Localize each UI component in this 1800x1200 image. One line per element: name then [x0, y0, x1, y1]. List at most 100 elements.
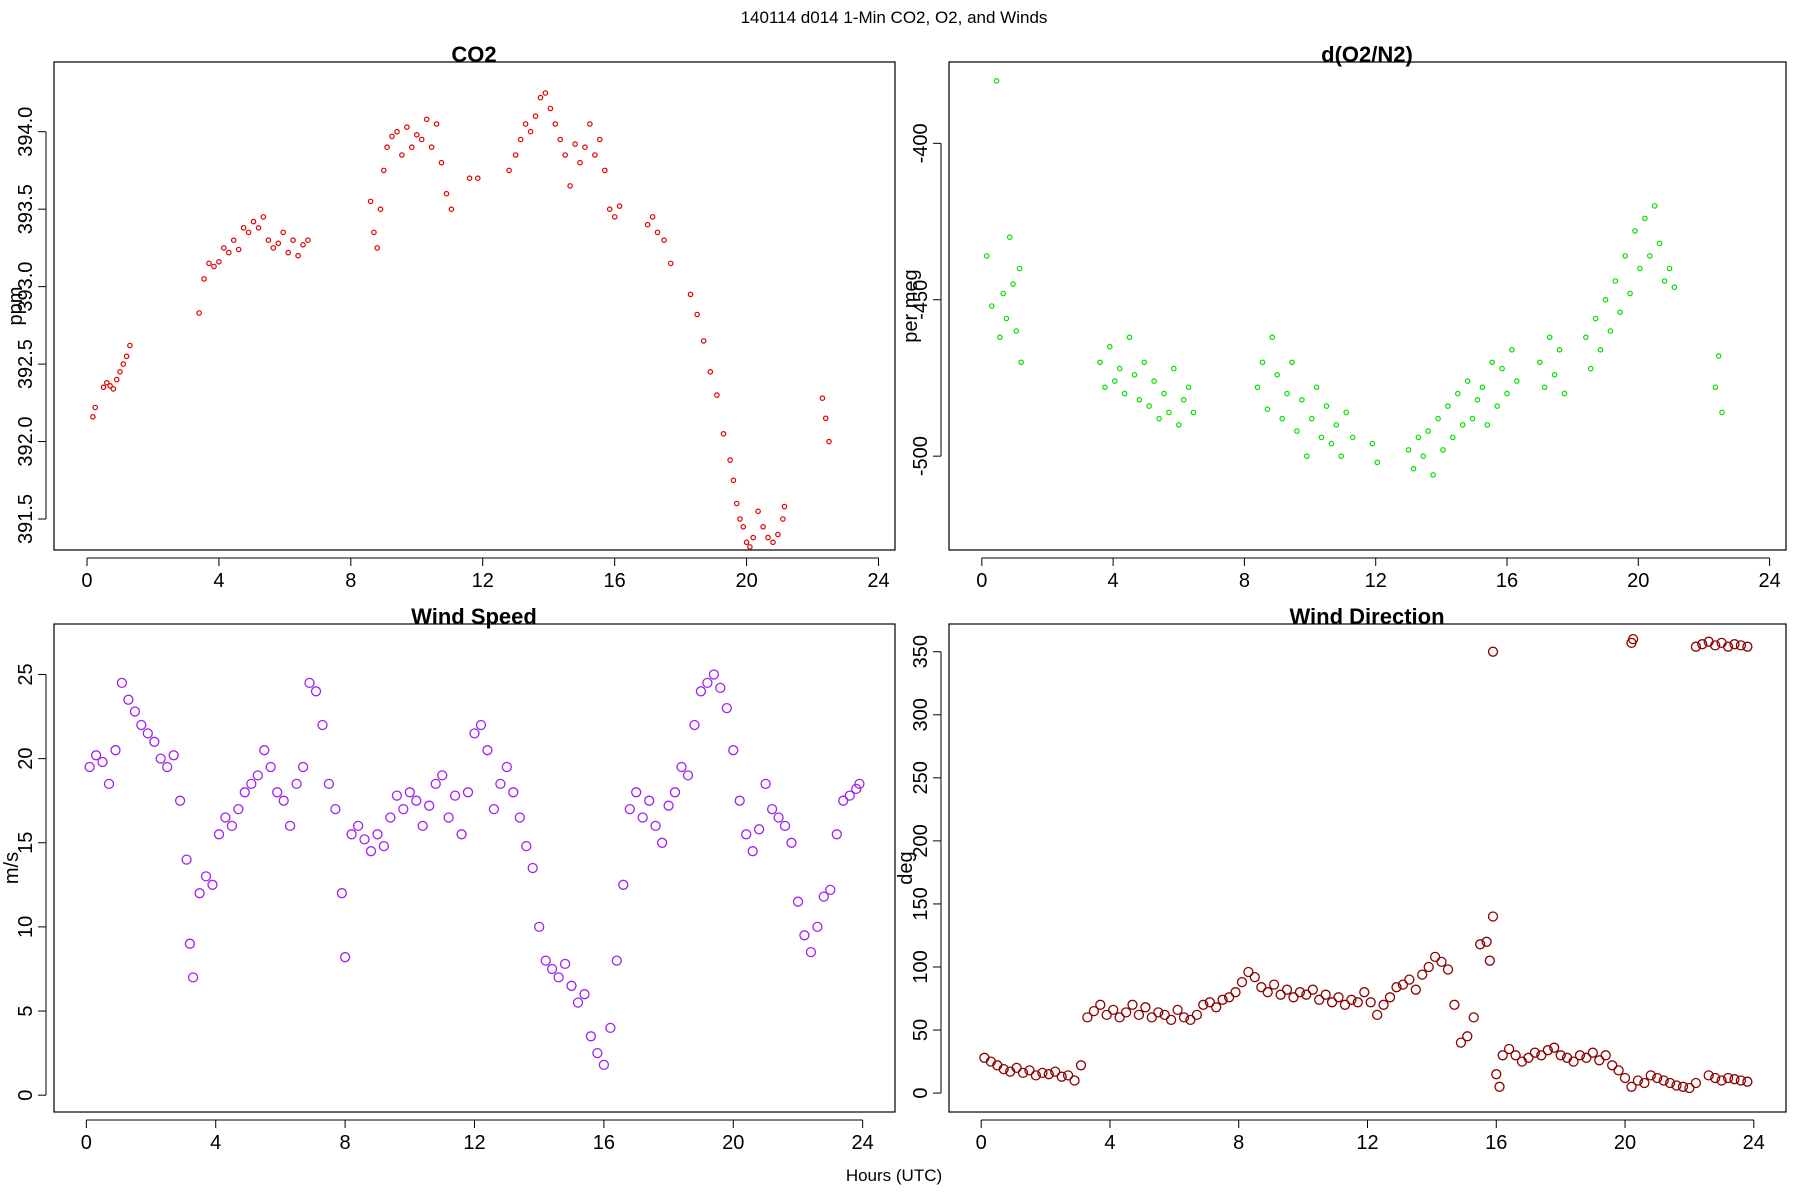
data-point-o2	[1464, 378, 1471, 384]
x-tick-label-wind-speed: 24	[852, 1132, 874, 1154]
data-point-co2	[537, 94, 544, 101]
data-point-wind-speed	[495, 778, 506, 790]
data-point-o2	[1328, 440, 1335, 447]
x-tick-label-wind-direction: 24	[1743, 1132, 1765, 1154]
data-point-wind-direction	[1529, 1047, 1541, 1058]
data-point-wind-direction	[1594, 1055, 1605, 1066]
data-point-wind-direction	[1417, 969, 1428, 980]
data-point-o2	[1415, 434, 1422, 441]
data-point-wind-speed	[766, 803, 778, 815]
data-point-co2	[616, 203, 623, 209]
data-point-o2	[1592, 315, 1599, 322]
data-point-o2	[1671, 284, 1678, 291]
data-point-wind-direction	[1159, 1009, 1170, 1021]
data-point-co2	[714, 392, 720, 398]
data-point-o2	[1097, 359, 1103, 366]
data-point-co2	[826, 438, 832, 445]
data-point-wind-speed	[773, 812, 784, 823]
x-tick-label-co2: 4	[213, 570, 224, 592]
data-point-o2	[1647, 253, 1653, 259]
data-point-o2	[1343, 409, 1350, 416]
data-point-o2	[1504, 390, 1510, 397]
data-point-co2	[255, 225, 262, 231]
data-point-wind-direction	[1301, 989, 1312, 1000]
data-point-o2	[1136, 396, 1143, 403]
data-point-wind-direction	[1600, 1050, 1611, 1061]
data-point-o2	[1537, 359, 1543, 366]
data-point-o2	[1264, 406, 1271, 413]
data-point-wind-direction	[1607, 1060, 1618, 1071]
data-point-co2	[226, 249, 232, 256]
data-point-o2	[1715, 353, 1722, 359]
data-point-co2	[770, 539, 776, 546]
data-point-o2	[1112, 378, 1118, 384]
data-point-wind-speed	[365, 846, 377, 857]
data-point-o2	[1656, 240, 1663, 247]
data-point-o2	[1121, 390, 1128, 397]
data-point-co2	[765, 534, 771, 541]
data-point-o2	[1617, 309, 1624, 316]
data-point-o2	[1151, 378, 1157, 384]
data-point-co2	[433, 121, 440, 127]
data-point-wind-direction	[1320, 989, 1331, 1000]
data-point-wind-speed	[103, 778, 115, 790]
data-point-wind-speed	[521, 840, 532, 852]
data-point-wind-direction	[1037, 1067, 1048, 1079]
data-point-co2	[408, 144, 415, 151]
data-point-co2	[428, 144, 435, 151]
data-point-wind-speed	[721, 702, 732, 714]
y-tick-label-o2: -500	[910, 436, 932, 476]
data-point-wind-speed	[592, 1047, 603, 1059]
data-point-wind-direction	[1397, 979, 1409, 990]
data-point-wind-speed	[194, 888, 205, 899]
data-point-wind-direction	[1574, 1050, 1586, 1061]
data-point-o2	[1349, 434, 1356, 441]
data-point-wind-direction	[1555, 1050, 1566, 1061]
data-point-wind-speed	[136, 719, 147, 731]
data-point-wind-direction	[1722, 641, 1734, 652]
data-point-wind-speed	[359, 834, 370, 845]
data-point-co2	[211, 263, 217, 270]
data-point-wind-direction	[1352, 997, 1363, 1008]
data-point-wind-direction	[1024, 1065, 1035, 1076]
data-point-co2	[295, 252, 301, 259]
data-point-o2	[1651, 203, 1658, 209]
data-point-o2	[1274, 371, 1281, 378]
data-point-co2	[506, 167, 512, 174]
data-point-wind-direction	[1062, 1070, 1074, 1081]
data-point-wind-direction	[1729, 1074, 1740, 1085]
data-point-wind-direction	[1153, 1007, 1164, 1018]
data-point-o2	[1259, 359, 1266, 366]
data-point-wind-speed	[297, 761, 309, 773]
data-point-co2	[780, 516, 786, 522]
y-tick-label-o2: -450	[910, 280, 932, 320]
data-point-wind-speed	[656, 837, 668, 848]
data-point-wind-direction	[1178, 1012, 1190, 1023]
data-point-wind-speed	[116, 677, 128, 689]
data-point-co2	[110, 386, 117, 392]
data-point-wind-direction	[1082, 1012, 1093, 1023]
y-tick-label-co2: 394.0	[15, 107, 37, 157]
x-tick-label-wind-speed: 4	[210, 1132, 221, 1154]
data-point-wind-direction	[1703, 1070, 1714, 1081]
data-point-wind-direction	[1030, 1070, 1042, 1081]
data-point-o2	[1146, 403, 1153, 409]
data-point-o2	[1180, 396, 1187, 403]
data-point-co2	[127, 342, 133, 349]
data-point-o2	[1126, 334, 1133, 341]
panel-title-co2: CO2	[451, 42, 496, 67]
plot-frame-wind-direction	[948, 623, 1787, 1113]
data-point-wind-direction	[1346, 994, 1357, 1005]
data-point-co2	[418, 136, 425, 143]
x-tick-label-wind-speed: 12	[463, 1132, 485, 1154]
data-point-wind-speed	[226, 820, 238, 832]
data-point-o2	[1627, 290, 1633, 297]
data-point-co2	[572, 141, 578, 147]
data-point-co2	[123, 353, 130, 360]
data-point-wind-direction	[1742, 1076, 1753, 1087]
data-point-wind-speed	[741, 829, 752, 840]
data-point-wind-speed	[265, 761, 276, 773]
data-point-wind-direction	[1391, 982, 1402, 993]
data-point-co2	[107, 382, 113, 389]
data-point-o2	[1190, 409, 1197, 416]
